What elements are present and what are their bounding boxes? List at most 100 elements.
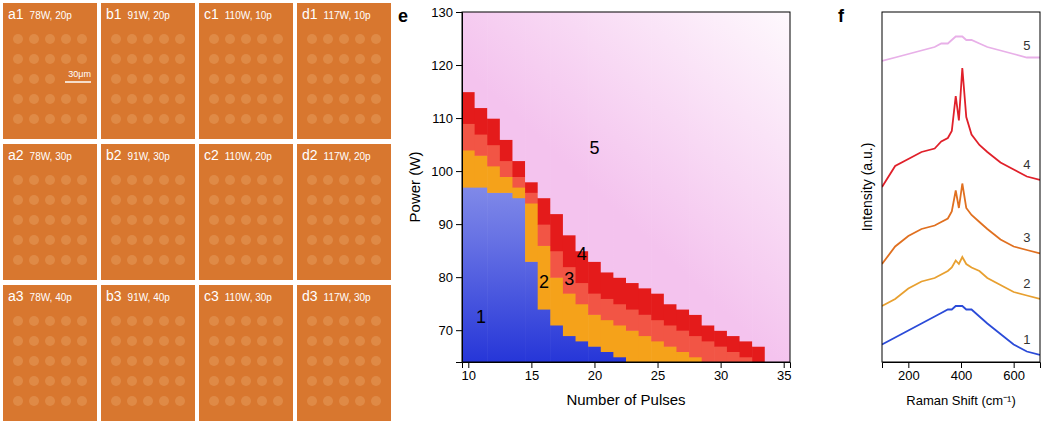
micrograph-caption: 91W, 20p bbox=[128, 10, 171, 21]
spot bbox=[355, 376, 365, 386]
spot bbox=[355, 94, 365, 104]
spot bbox=[29, 235, 39, 245]
spot bbox=[273, 235, 283, 245]
spot bbox=[323, 255, 333, 265]
cell bbox=[563, 12, 576, 235]
spot bbox=[29, 195, 39, 205]
spot bbox=[225, 94, 235, 104]
tick-mark bbox=[456, 171, 462, 172]
tick-label: 400 bbox=[951, 368, 973, 383]
spot bbox=[307, 336, 317, 346]
micrograph-label: d1117W, 10p bbox=[302, 6, 371, 22]
cell bbox=[613, 277, 626, 304]
spot bbox=[159, 235, 169, 245]
spot bbox=[61, 235, 71, 245]
cell bbox=[588, 12, 601, 262]
spot bbox=[355, 316, 365, 326]
cell bbox=[563, 335, 576, 362]
spot bbox=[175, 195, 185, 205]
tick: 110 bbox=[432, 111, 462, 126]
tick-mark bbox=[594, 362, 595, 368]
spot bbox=[371, 215, 381, 225]
micrograph-label: b191W, 20p bbox=[106, 6, 170, 22]
micrograph-letter: b3 bbox=[106, 288, 122, 304]
spot bbox=[209, 215, 219, 225]
cell bbox=[462, 187, 475, 362]
spot bbox=[77, 195, 87, 205]
spot bbox=[273, 336, 283, 346]
tick-label: 15 bbox=[525, 368, 539, 383]
spot bbox=[209, 235, 219, 245]
cell bbox=[714, 330, 727, 347]
cell bbox=[525, 203, 538, 262]
tick-label: 35 bbox=[777, 368, 791, 383]
cell bbox=[689, 12, 702, 315]
spot bbox=[307, 54, 317, 64]
spot bbox=[209, 34, 219, 44]
cell bbox=[588, 346, 601, 362]
spot bbox=[127, 255, 137, 265]
spot bbox=[127, 54, 137, 64]
spot bbox=[257, 235, 267, 245]
spot bbox=[371, 376, 381, 386]
spot bbox=[371, 356, 381, 366]
micrograph: c1110W, 10p bbox=[199, 3, 293, 139]
spot bbox=[111, 195, 121, 205]
micrograph-letter: a2 bbox=[8, 147, 24, 163]
spot bbox=[127, 94, 137, 104]
spot bbox=[225, 376, 235, 386]
tick: 200 bbox=[898, 362, 920, 383]
spot bbox=[13, 336, 23, 346]
axis: 200400600 bbox=[883, 362, 1041, 383]
micrograph-label: d3117W, 30p bbox=[302, 288, 371, 304]
micrograph-background bbox=[3, 3, 97, 139]
spot bbox=[371, 336, 381, 346]
spot bbox=[257, 356, 267, 366]
tick: 25 bbox=[651, 362, 665, 383]
spot bbox=[225, 235, 235, 245]
spot bbox=[111, 316, 121, 326]
spot bbox=[61, 316, 71, 326]
spot bbox=[61, 396, 71, 406]
axis: 708090100110120130 bbox=[431, 5, 462, 363]
spot bbox=[159, 34, 169, 44]
spot bbox=[339, 94, 349, 104]
spot bbox=[45, 94, 55, 104]
spot bbox=[307, 255, 317, 265]
spot bbox=[339, 215, 349, 225]
micrograph: d3117W, 30p bbox=[297, 285, 391, 421]
spot bbox=[61, 215, 71, 225]
micrograph-caption: 117W, 10p bbox=[324, 10, 372, 21]
axis-title: Raman Shift (cm⁻¹) bbox=[906, 393, 1015, 408]
spot bbox=[29, 114, 39, 124]
spot bbox=[257, 114, 267, 124]
spot bbox=[225, 34, 235, 44]
spot bbox=[323, 34, 333, 44]
spot bbox=[257, 94, 267, 104]
cell bbox=[487, 166, 500, 193]
cell bbox=[475, 134, 488, 156]
tick-label: 25 bbox=[651, 368, 665, 383]
micrograph: d2117W, 20p bbox=[297, 144, 391, 280]
spot bbox=[127, 114, 137, 124]
cell bbox=[550, 214, 563, 252]
cell bbox=[613, 325, 626, 357]
spot bbox=[159, 396, 169, 406]
spot bbox=[323, 215, 333, 225]
spot bbox=[307, 94, 317, 104]
cell bbox=[538, 224, 551, 246]
spot bbox=[143, 74, 153, 84]
axis: 101520253035 bbox=[462, 362, 792, 383]
spot bbox=[111, 94, 121, 104]
spot bbox=[241, 235, 251, 245]
spot bbox=[225, 356, 235, 366]
cell bbox=[676, 12, 689, 310]
spot bbox=[159, 94, 169, 104]
tick-mark bbox=[456, 277, 462, 278]
tick-mark bbox=[456, 118, 462, 119]
micrograph-letter: d3 bbox=[302, 288, 318, 304]
cell bbox=[588, 261, 601, 293]
spot bbox=[45, 114, 55, 124]
spot bbox=[159, 376, 169, 386]
spot bbox=[273, 356, 283, 366]
